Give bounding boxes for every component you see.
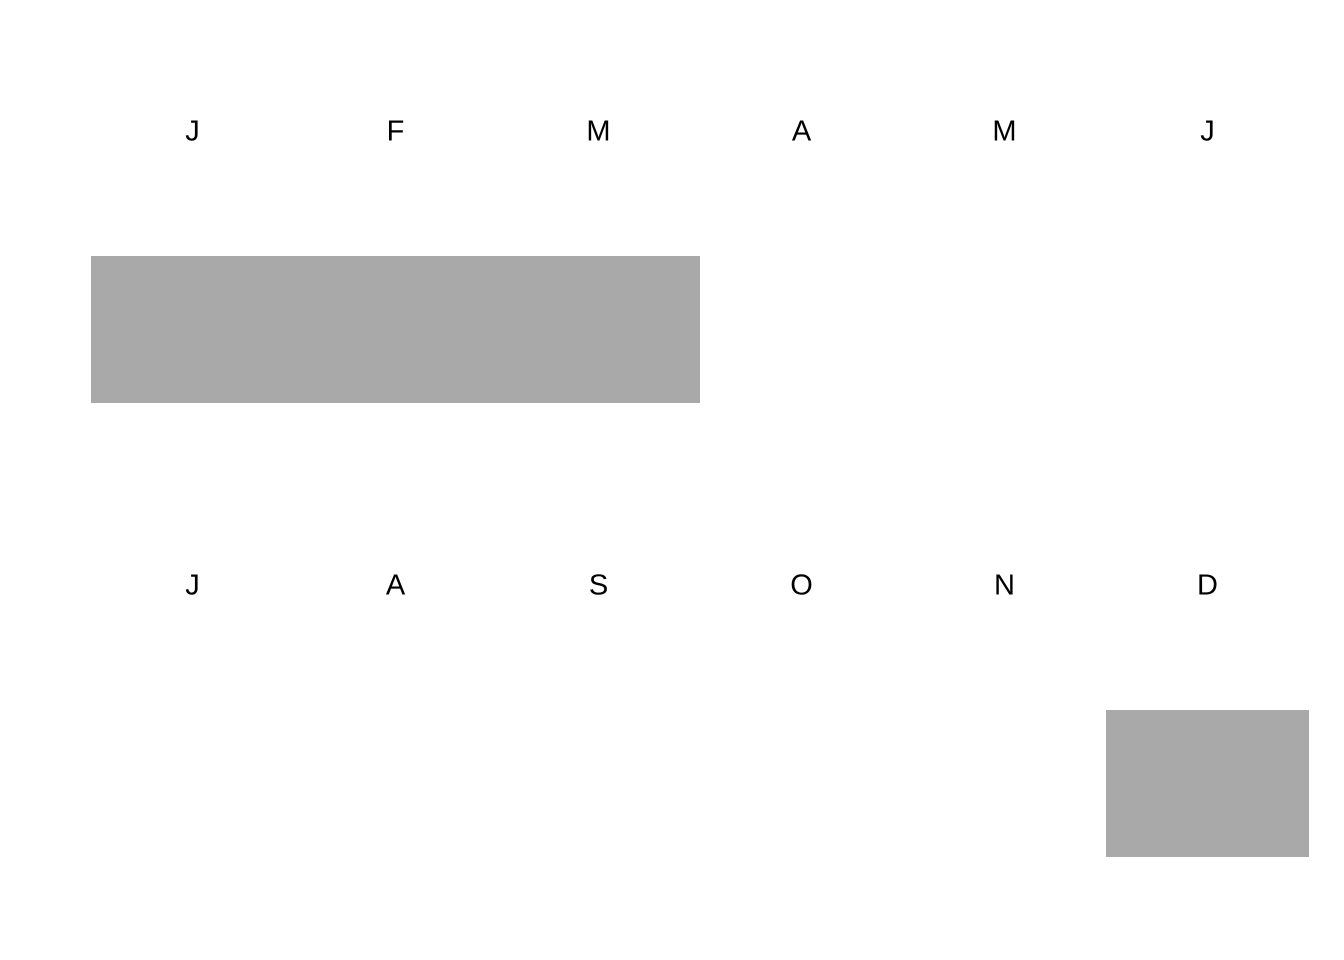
month-label: A — [386, 570, 406, 602]
month-label: M — [586, 116, 610, 148]
month-label: F — [387, 116, 405, 148]
month-label: J — [185, 116, 200, 148]
month-labels-group: J F M A M J J A S O N D — [185, 116, 1218, 602]
month-cell-active — [294, 256, 497, 403]
month-label: J — [185, 570, 200, 602]
month-cell-active — [1106, 710, 1309, 857]
month-cell-active — [497, 256, 700, 403]
month-cell-inactive — [294, 710, 497, 857]
month-cell-inactive — [903, 256, 1106, 403]
month-label: N — [994, 570, 1015, 602]
month-cells-group — [91, 256, 1309, 857]
month-cell-inactive — [903, 710, 1106, 857]
month-cell-inactive — [91, 710, 294, 857]
month-label: S — [589, 570, 608, 602]
month-label: M — [992, 116, 1016, 148]
month-cell-inactive — [700, 256, 903, 403]
month-cell-inactive — [700, 710, 903, 857]
month-label: J — [1200, 116, 1215, 148]
month-cell-active — [91, 256, 294, 403]
month-label: A — [792, 116, 812, 148]
month-cell-inactive — [497, 710, 700, 857]
month-label: O — [790, 570, 813, 602]
month-cell-inactive — [1106, 256, 1309, 403]
month-label: D — [1197, 570, 1218, 602]
